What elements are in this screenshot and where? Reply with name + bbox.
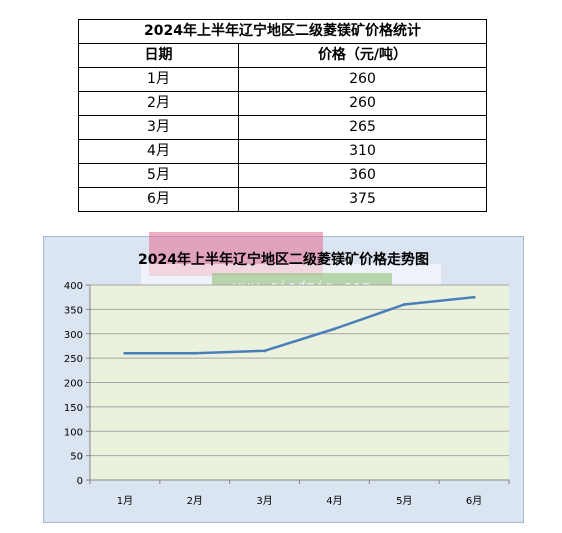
y-tick-label: 150 [64,403,83,414]
data-point [123,351,127,355]
x-tick-label: 5月 [396,495,412,507]
column-header-date: 日期 [78,43,239,68]
x-tick-label: 3月 [256,495,272,507]
y-tick-label: 200 [64,379,83,390]
y-tick-label: 50 [70,452,83,463]
cell-month: 2月 [78,91,239,116]
cell-month: 4月 [78,139,239,164]
table-row: 1月 260 [78,67,487,92]
cell-price: 260 [238,67,487,92]
table-row: 4月 310 [78,139,487,164]
cell-price: 360 [238,163,487,188]
price-table: 2024年上半年辽宁地区二级菱镁矿价格统计 日期 价格（元/吨） 1月 260 … [78,19,487,212]
x-tick-label: 1月 [117,495,133,507]
x-tick-label: 4月 [326,495,342,507]
cell-price: 375 [238,187,487,212]
chart-plot: 0 50 100 150 200 250 300 350 400 1月 2月 3月 4月 5月 6月 [64,281,510,507]
cell-price: 260 [238,91,487,116]
table-title: 2024年上半年辽宁地区二级菱镁矿价格统计 [78,19,487,44]
data-point [263,349,267,353]
x-tick-label: 2月 [187,495,203,507]
table-row: 3月 265 [78,115,487,140]
table-row: 6月 375 [78,187,487,212]
data-point [472,295,476,299]
cell-price: 310 [238,139,487,164]
data-point [332,327,336,331]
cell-month: 6月 [78,187,239,212]
y-tick-label: 400 [64,281,83,292]
y-tick-label: 0 [77,476,83,487]
table-row: 2月 260 [78,91,487,116]
price-trend-chart: 2024年上半年辽宁地区二级菱镁矿价格走势图 www.cindmin.com 0… [43,232,524,523]
y-tick-label: 100 [64,427,83,438]
data-point [402,303,406,306]
chart-title: 2024年上半年辽宁地区二级菱镁矿价格走势图 [138,252,429,268]
y-tick-label: 350 [64,305,83,316]
x-tick-label: 6月 [466,495,482,507]
data-point [193,351,197,355]
cell-price: 265 [238,115,487,140]
cell-month: 3月 [78,115,239,140]
series-line [124,295,475,355]
column-header-price: 价格（元/吨） [238,43,487,68]
cell-month: 5月 [78,163,239,188]
table-row: 5月 360 [78,163,487,188]
y-tick-label: 300 [64,330,83,341]
y-tick-label: 250 [64,354,83,365]
cell-month: 1月 [78,67,239,92]
